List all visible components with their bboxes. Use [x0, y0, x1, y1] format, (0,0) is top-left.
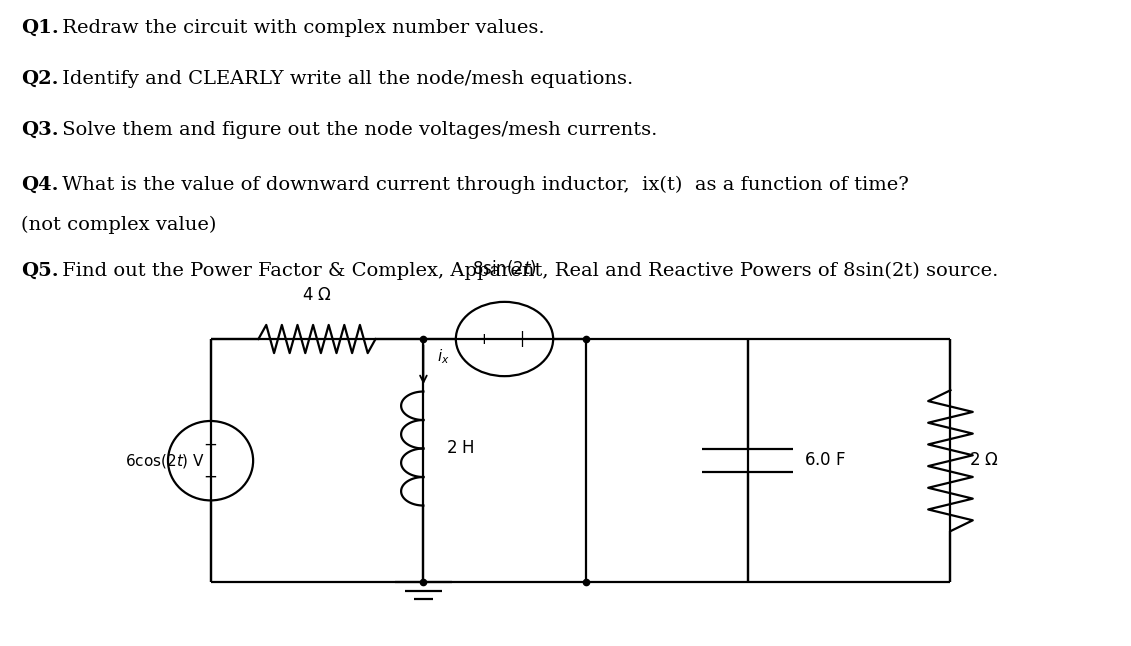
- Text: Q4.: Q4.: [21, 176, 59, 194]
- Text: $2\ \Omega$: $2\ \Omega$: [969, 452, 999, 469]
- Text: $i_x$: $i_x$: [437, 348, 449, 366]
- Text: $6.0\ \mathrm{F}$: $6.0\ \mathrm{F}$: [803, 452, 846, 469]
- Text: $8\sin(2t)$: $8\sin(2t)$: [472, 258, 537, 278]
- Text: Solve them and figure out the node voltages/mesh currents.: Solve them and figure out the node volta…: [57, 121, 657, 140]
- Text: Find out the Power Factor & Complex, Apparent, Real and Reactive Powers of 8sin(: Find out the Power Factor & Complex, App…: [57, 262, 999, 280]
- Text: $6\cos(2t)\ \mathrm{V}$: $6\cos(2t)\ \mathrm{V}$: [126, 452, 206, 470]
- Text: Q3.: Q3.: [21, 121, 59, 140]
- Text: +: +: [478, 331, 491, 346]
- Text: What is the value of downward current through inductor,  ix(t)  as a function of: What is the value of downward current th…: [57, 176, 909, 194]
- Text: +: +: [204, 435, 217, 453]
- Text: |: |: [519, 331, 525, 347]
- Text: −: −: [204, 468, 217, 486]
- Text: Q1.: Q1.: [21, 19, 59, 37]
- Text: $2\ \mathrm{H}$: $2\ \mathrm{H}$: [446, 440, 475, 457]
- Text: Redraw the circuit with complex number values.: Redraw the circuit with complex number v…: [57, 19, 545, 37]
- Text: Q2.: Q2.: [21, 70, 59, 88]
- Text: Q5.: Q5.: [21, 262, 59, 280]
- Text: $4\ \Omega$: $4\ \Omega$: [302, 287, 333, 304]
- Text: Identify and CLEARLY write all the node/mesh equations.: Identify and CLEARLY write all the node/…: [57, 70, 633, 88]
- Text: (not complex value): (not complex value): [21, 215, 216, 234]
